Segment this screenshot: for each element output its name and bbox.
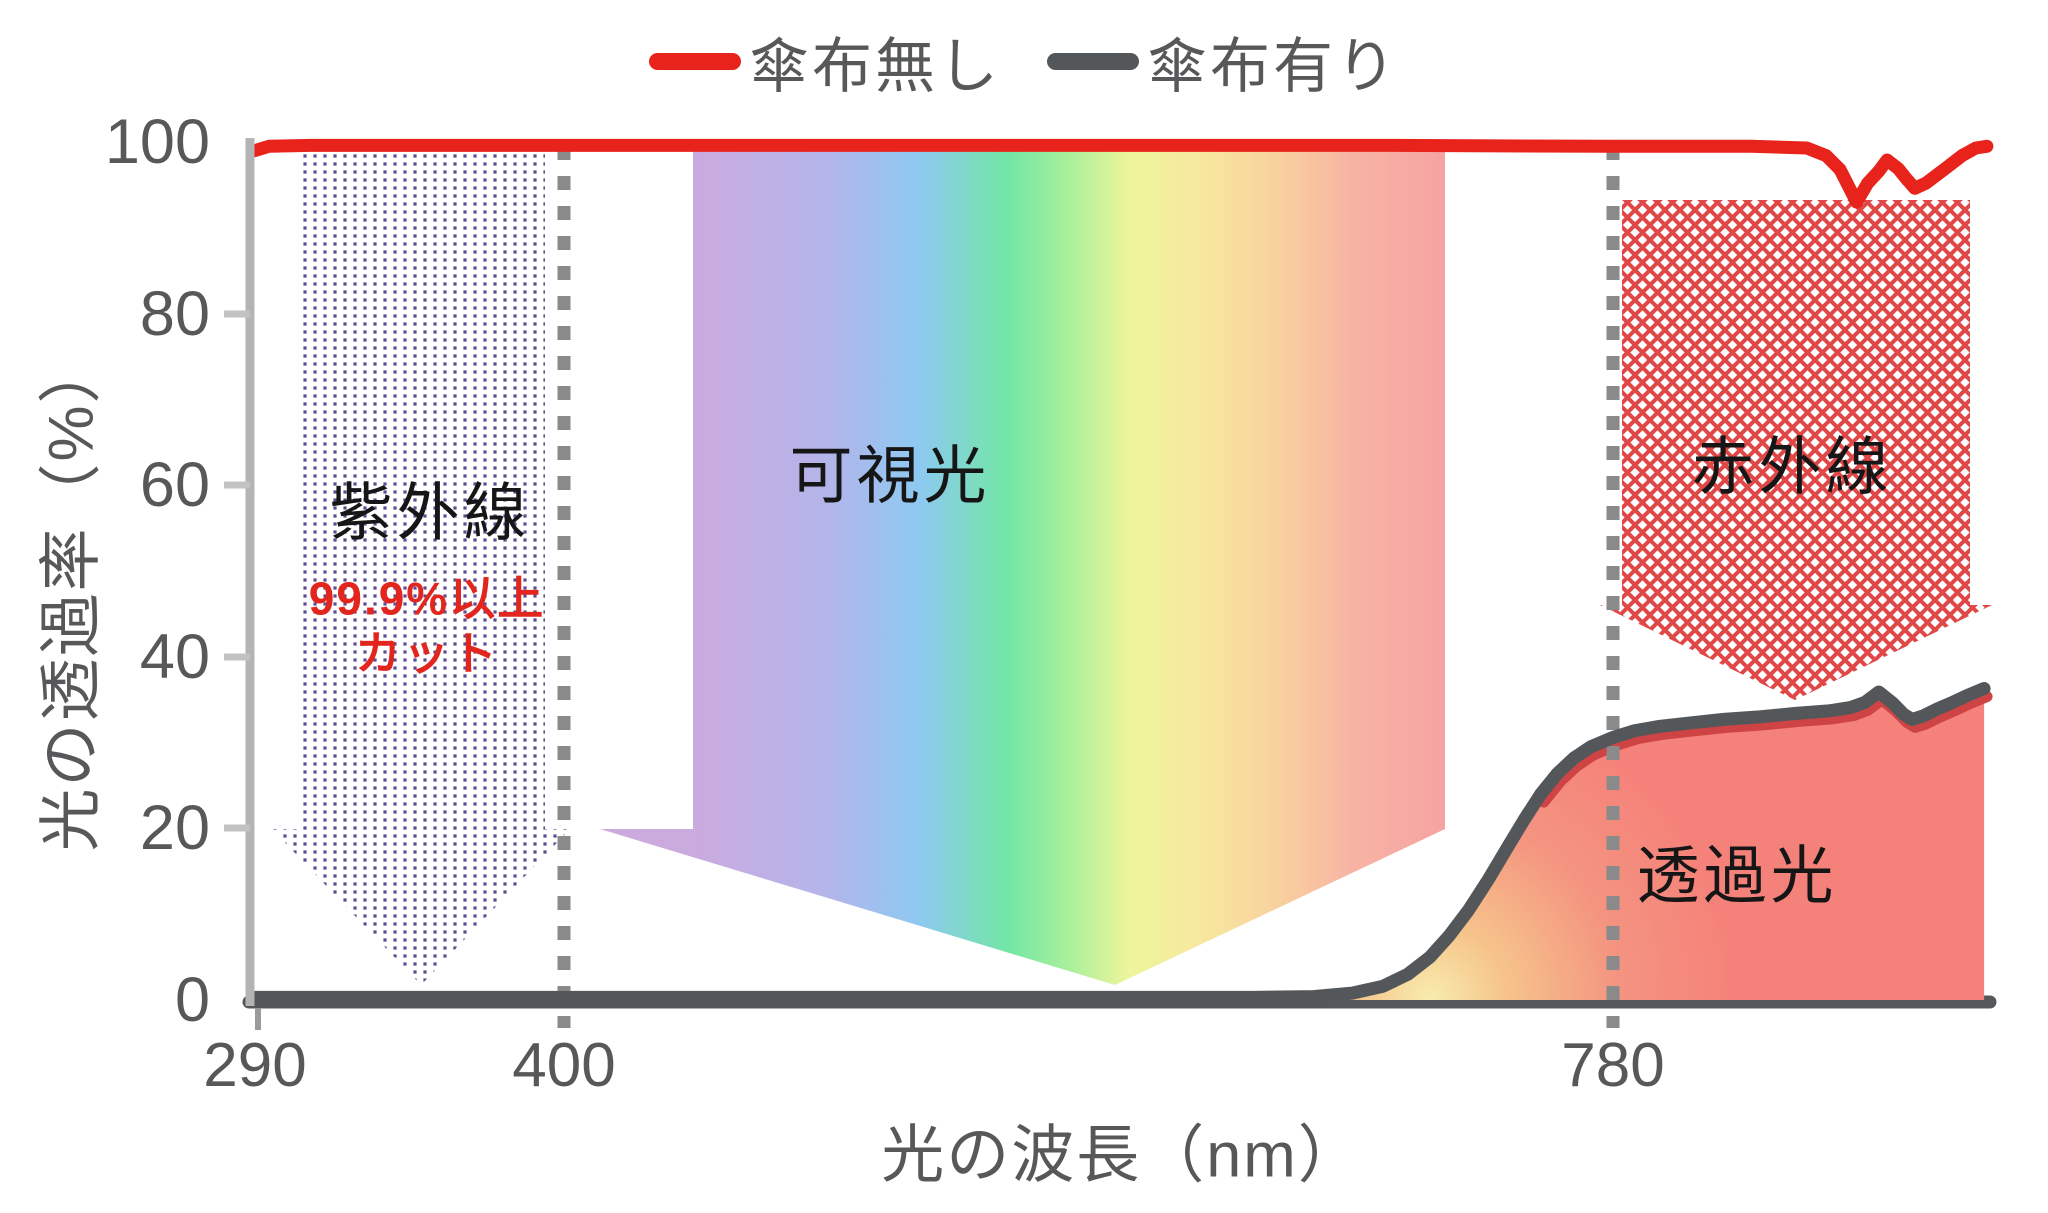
x-axis-title: 光の波長（nm） [881, 1120, 1363, 1191]
y-tick-label-80: 80 [139, 279, 210, 349]
y-tick-label-0: 0 [174, 965, 210, 1035]
x-tick-label-400: 400 [512, 1031, 616, 1100]
ir-region-label: 赤外線 [1691, 432, 1893, 503]
legend: 傘布無し 傘布有り [0, 18, 2048, 105]
transmitted-light-label: 透過光 [1636, 841, 1838, 912]
uv-region-label: 紫外線 [329, 478, 531, 549]
visible-band-arrow [600, 148, 1445, 985]
ir-band-arrow [1600, 200, 1992, 700]
with-fabric-curve [248, 682, 1991, 1004]
uv-cut-note-line2: カット [355, 627, 499, 680]
y-tick-label-100: 100 [104, 107, 210, 177]
y-tick-label-20: 20 [139, 793, 210, 863]
with-fabric-line-swatch [1047, 53, 1139, 70]
y-tick-label-40: 40 [139, 622, 210, 692]
x-tick-label-290: 290 [203, 1031, 307, 1100]
legend-label-no-fabric: 傘布無し [749, 33, 1001, 100]
no-fabric-curve [248, 138, 1994, 209]
legend-label-with-fabric: 傘布有り [1147, 33, 1399, 100]
x-tick-label-780: 780 [1561, 1031, 1665, 1100]
visible-region-label: 可視光 [789, 441, 991, 512]
y-axis-title: 光の透過率（%） [36, 338, 107, 852]
legend-item-with-fabric: 傘布有り [1047, 18, 1399, 105]
no-fabric-line-swatch [649, 53, 741, 70]
uv-band-arrow [272, 143, 570, 985]
y-tick-label-60: 60 [139, 450, 210, 520]
legend-item-no-fabric: 傘布無し [649, 18, 1001, 105]
uv-cut-note-line1: 99.9%以上 [308, 572, 546, 625]
